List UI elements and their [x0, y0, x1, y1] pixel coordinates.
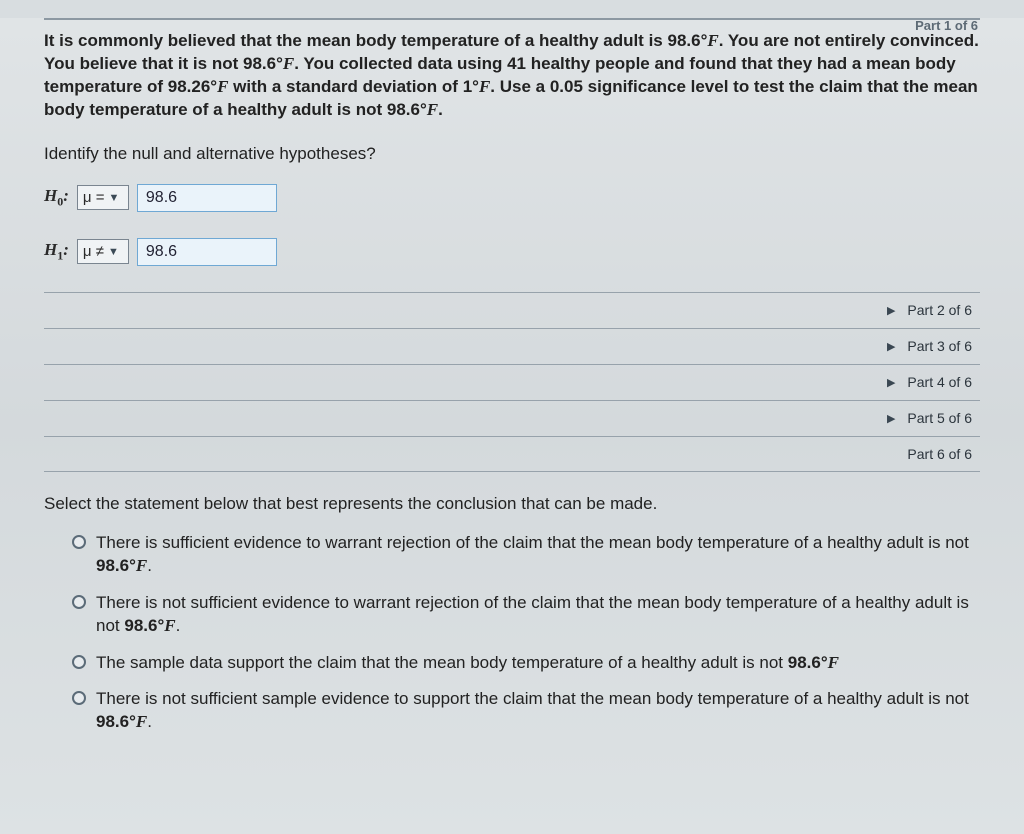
part-row[interactable]: ▶ Part 4 of 6: [44, 364, 980, 400]
part-row[interactable]: ▶ Part 2 of 6: [44, 292, 980, 328]
expand-icon: ▶: [887, 412, 895, 425]
conclusion-option[interactable]: There is not sufficient evidence to warr…: [72, 592, 980, 638]
chevron-down-icon: ▼: [108, 246, 119, 258]
conclusion-prompt: Select the statement below that best rep…: [44, 494, 980, 514]
conclusion-option[interactable]: The sample data support the claim that t…: [72, 652, 980, 675]
h1-operator-value: μ ≠: [83, 243, 104, 260]
part-label: Part 4 of 6: [907, 374, 972, 390]
part-indicator-top: Part 1 of 6: [915, 18, 978, 35]
chevron-down-icon: ▼: [108, 192, 119, 204]
part-row: ▶Part 6 of 6: [44, 436, 980, 472]
h0-operator-select[interactable]: μ = ▼: [77, 185, 129, 210]
option-text: There is sufficient evidence to warrant …: [96, 532, 980, 578]
h1-row: H1: μ ≠ ▼ 98.6: [44, 238, 980, 266]
h0-value-input[interactable]: 98.6: [137, 184, 277, 212]
part-label: Part 3 of 6: [907, 338, 972, 354]
radio-icon: [72, 691, 86, 705]
radio-icon: [72, 535, 86, 549]
expand-icon: ▶: [887, 340, 895, 353]
radio-icon: [72, 595, 86, 609]
question-page: Part 1 of 6 It is commonly believed that…: [0, 18, 1024, 834]
h1-operator-select[interactable]: μ ≠ ▼: [77, 239, 129, 264]
option-text: There is not sufficient evidence to warr…: [96, 592, 980, 638]
h0-operator-value: μ =: [83, 189, 105, 206]
part-label: Part 6 of 6: [907, 446, 972, 462]
parts-accordion: ▶Part 2 of 6▶Part 3 of 6▶Part 4 of 6▶Par…: [44, 292, 980, 472]
part-label: Part 5 of 6: [907, 410, 972, 426]
part-label: Part 2 of 6: [907, 302, 972, 318]
h1-label: H1:: [44, 240, 69, 263]
h0-row: H0: μ = ▼ 98.6: [44, 184, 980, 212]
conclusion-option[interactable]: There is sufficient evidence to warrant …: [72, 532, 980, 578]
problem-statement: It is commonly believed that the mean bo…: [44, 30, 980, 122]
part-row[interactable]: ▶ Part 3 of 6: [44, 328, 980, 364]
option-text: The sample data support the claim that t…: [96, 652, 839, 675]
h0-label: H0:: [44, 186, 69, 209]
hypotheses-prompt: Identify the null and alternative hypoth…: [44, 144, 980, 164]
top-rule: [44, 18, 980, 20]
expand-icon: ▶: [887, 304, 895, 317]
h1-value-input[interactable]: 98.6: [137, 238, 277, 266]
expand-icon: ▶: [887, 376, 895, 389]
part-row[interactable]: ▶ Part 5 of 6: [44, 400, 980, 436]
radio-icon: [72, 655, 86, 669]
conclusion-option[interactable]: There is not sufficient sample evidence …: [72, 688, 980, 734]
conclusion-options: There is sufficient evidence to warrant …: [44, 532, 980, 735]
option-text: There is not sufficient sample evidence …: [96, 688, 980, 734]
